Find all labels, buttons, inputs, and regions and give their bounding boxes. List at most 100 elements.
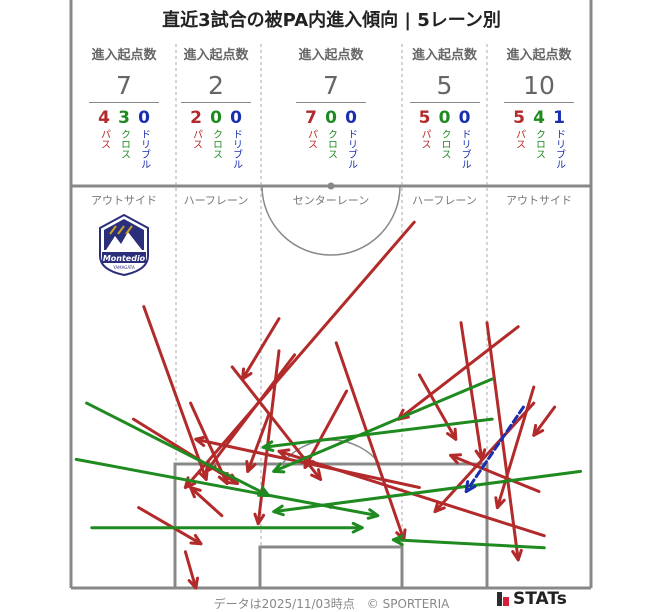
logo-subtext: YAMAGATA bbox=[112, 265, 135, 270]
cross-arrow-head bbox=[366, 508, 380, 520]
pass-arrow-shaft bbox=[449, 453, 541, 494]
dribble-arrow-head bbox=[464, 480, 477, 494]
cross-arrow-head bbox=[351, 521, 364, 534]
pass-arrow-head bbox=[241, 367, 253, 381]
pass-arrow-shaft bbox=[397, 325, 520, 421]
lane-header-1: 進入起点数 7 4 パス 3 クロス 0 ドリブル bbox=[76, 44, 172, 169]
pass-arrow-shaft bbox=[194, 437, 421, 489]
lane-header-label: 進入起点数 bbox=[506, 48, 572, 63]
pass-arrow-shaft bbox=[532, 405, 557, 437]
lane-total: 2 bbox=[208, 71, 224, 100]
pass-arrow-14 bbox=[449, 453, 541, 494]
cross-arrow-shaft bbox=[261, 417, 494, 449]
dribble-label: ドリブル bbox=[553, 129, 565, 169]
lane-header-3: 進入起点数 7 7 パス 0 クロス 0 ドリブル bbox=[260, 44, 402, 169]
cross-arrow-head bbox=[391, 534, 405, 547]
pass-arrow-head bbox=[197, 468, 209, 481]
pass-arrow-shaft bbox=[495, 385, 536, 510]
pass-arrow-shaft bbox=[417, 373, 458, 441]
pass-arrow-shaft bbox=[485, 321, 520, 562]
lane-header-5: 進入起点数 10 5 パス 4 クロス 1 ドリブル bbox=[487, 44, 591, 169]
pass-arrow-11 bbox=[494, 385, 536, 510]
dribble-count: 1 bbox=[553, 108, 565, 128]
arrow-layer bbox=[74, 220, 583, 590]
pass-arrow-head bbox=[494, 496, 506, 510]
pass-arrow-shaft bbox=[137, 506, 203, 546]
lane-header-label: 進入起点数 bbox=[298, 48, 364, 63]
pass-arrow-24 bbox=[194, 435, 421, 489]
pass-arrow-10 bbox=[433, 401, 536, 514]
pass-arrow-head bbox=[310, 468, 323, 481]
pass-arrow-shaft bbox=[142, 305, 208, 481]
brand-logo: STATs bbox=[497, 589, 567, 609]
dribble-label: ドリブル bbox=[345, 129, 357, 169]
dribble-label: ドリブル bbox=[138, 129, 150, 169]
dribble-count: 0 bbox=[138, 108, 150, 128]
brand-text: STATs bbox=[513, 589, 567, 609]
pass-arrow-head bbox=[277, 448, 291, 460]
pass-arrow-shaft bbox=[131, 417, 239, 485]
dribble-label: ドリブル bbox=[459, 129, 470, 169]
pass-label: パス bbox=[513, 129, 525, 149]
cross-count: 4 bbox=[533, 108, 545, 128]
pass-arrow-shaft bbox=[204, 353, 297, 473]
pass-arrow-head bbox=[532, 423, 545, 437]
cross-label: クロス bbox=[118, 129, 130, 159]
pass-arrow-19 bbox=[189, 486, 224, 518]
lane-total: 10 bbox=[523, 71, 555, 100]
lane-header-label: 進入起点数 bbox=[183, 48, 249, 63]
cross-label: クロス bbox=[439, 129, 450, 159]
cross-arrow-4 bbox=[261, 417, 494, 453]
cross-arrow-5 bbox=[272, 377, 494, 474]
dribble-label: ドリブル bbox=[230, 129, 242, 169]
cross-arrow-2 bbox=[74, 457, 380, 520]
stats-mark-icon bbox=[497, 592, 509, 606]
lane-name-1: アウトサイド bbox=[91, 194, 157, 207]
dribble-arrow-shaft bbox=[464, 405, 525, 494]
pass-arrow-head bbox=[189, 486, 202, 499]
pass-label: パス bbox=[98, 129, 110, 149]
lane-header-label: 進入起点数 bbox=[411, 48, 477, 63]
pass-arrow-18 bbox=[137, 506, 203, 546]
pass-arrow-head bbox=[189, 534, 203, 546]
lane-header-2: 進入起点数 2 2 パス 0 クロス 0 ドリブル bbox=[172, 44, 260, 169]
lane-name-5: アウトサイド bbox=[506, 194, 572, 207]
lane-header-label: 進入起点数 bbox=[91, 48, 157, 63]
pass-arrow-shaft bbox=[433, 401, 536, 514]
center-spot bbox=[327, 182, 335, 190]
pass-arrow-head bbox=[194, 435, 208, 447]
lane-total: 7 bbox=[116, 71, 132, 100]
pass-arrow-head bbox=[449, 453, 463, 465]
cross-count: 0 bbox=[325, 108, 337, 128]
pass-arrow-shaft bbox=[246, 413, 271, 473]
pass-label: パス bbox=[419, 129, 430, 149]
pass-count: 7 bbox=[305, 108, 317, 128]
pass-arrow-shaft bbox=[189, 486, 224, 518]
cross-arrow-head bbox=[261, 440, 275, 453]
cross-arrow-3 bbox=[90, 521, 364, 534]
footer-note: データは2025/11/03時点 © SPORTERIA bbox=[213, 597, 450, 611]
pass-arrow-12 bbox=[397, 325, 520, 421]
cross-arrow-shaft bbox=[272, 469, 583, 514]
cross-arrow-shaft bbox=[272, 377, 494, 473]
lane-name-4: ハーフレーン bbox=[412, 194, 477, 207]
cross-arrow-shaft bbox=[74, 457, 380, 518]
pass-arrow-shaft bbox=[241, 317, 281, 381]
pass-count: 4 bbox=[98, 108, 110, 128]
cross-arrow-shaft bbox=[85, 401, 271, 498]
logo-text: Montedio bbox=[103, 254, 146, 263]
cross-label: クロス bbox=[325, 129, 337, 159]
pass-arrow-22 bbox=[183, 550, 199, 590]
cross-arrow-shaft bbox=[391, 538, 546, 550]
pass-arrow-21 bbox=[245, 413, 271, 473]
pass-arrow-shaft bbox=[459, 321, 484, 461]
penalty-area bbox=[173, 462, 489, 590]
lane-total: 5 bbox=[436, 71, 453, 100]
cross-label: クロス bbox=[533, 129, 545, 159]
pass-arrow-head bbox=[253, 512, 266, 526]
cross-arrow-head bbox=[272, 504, 285, 517]
pass-arrow-shaft bbox=[183, 550, 198, 590]
pass-count: 5 bbox=[513, 108, 525, 128]
goal-area bbox=[258, 545, 404, 590]
center-circle bbox=[261, 185, 401, 256]
